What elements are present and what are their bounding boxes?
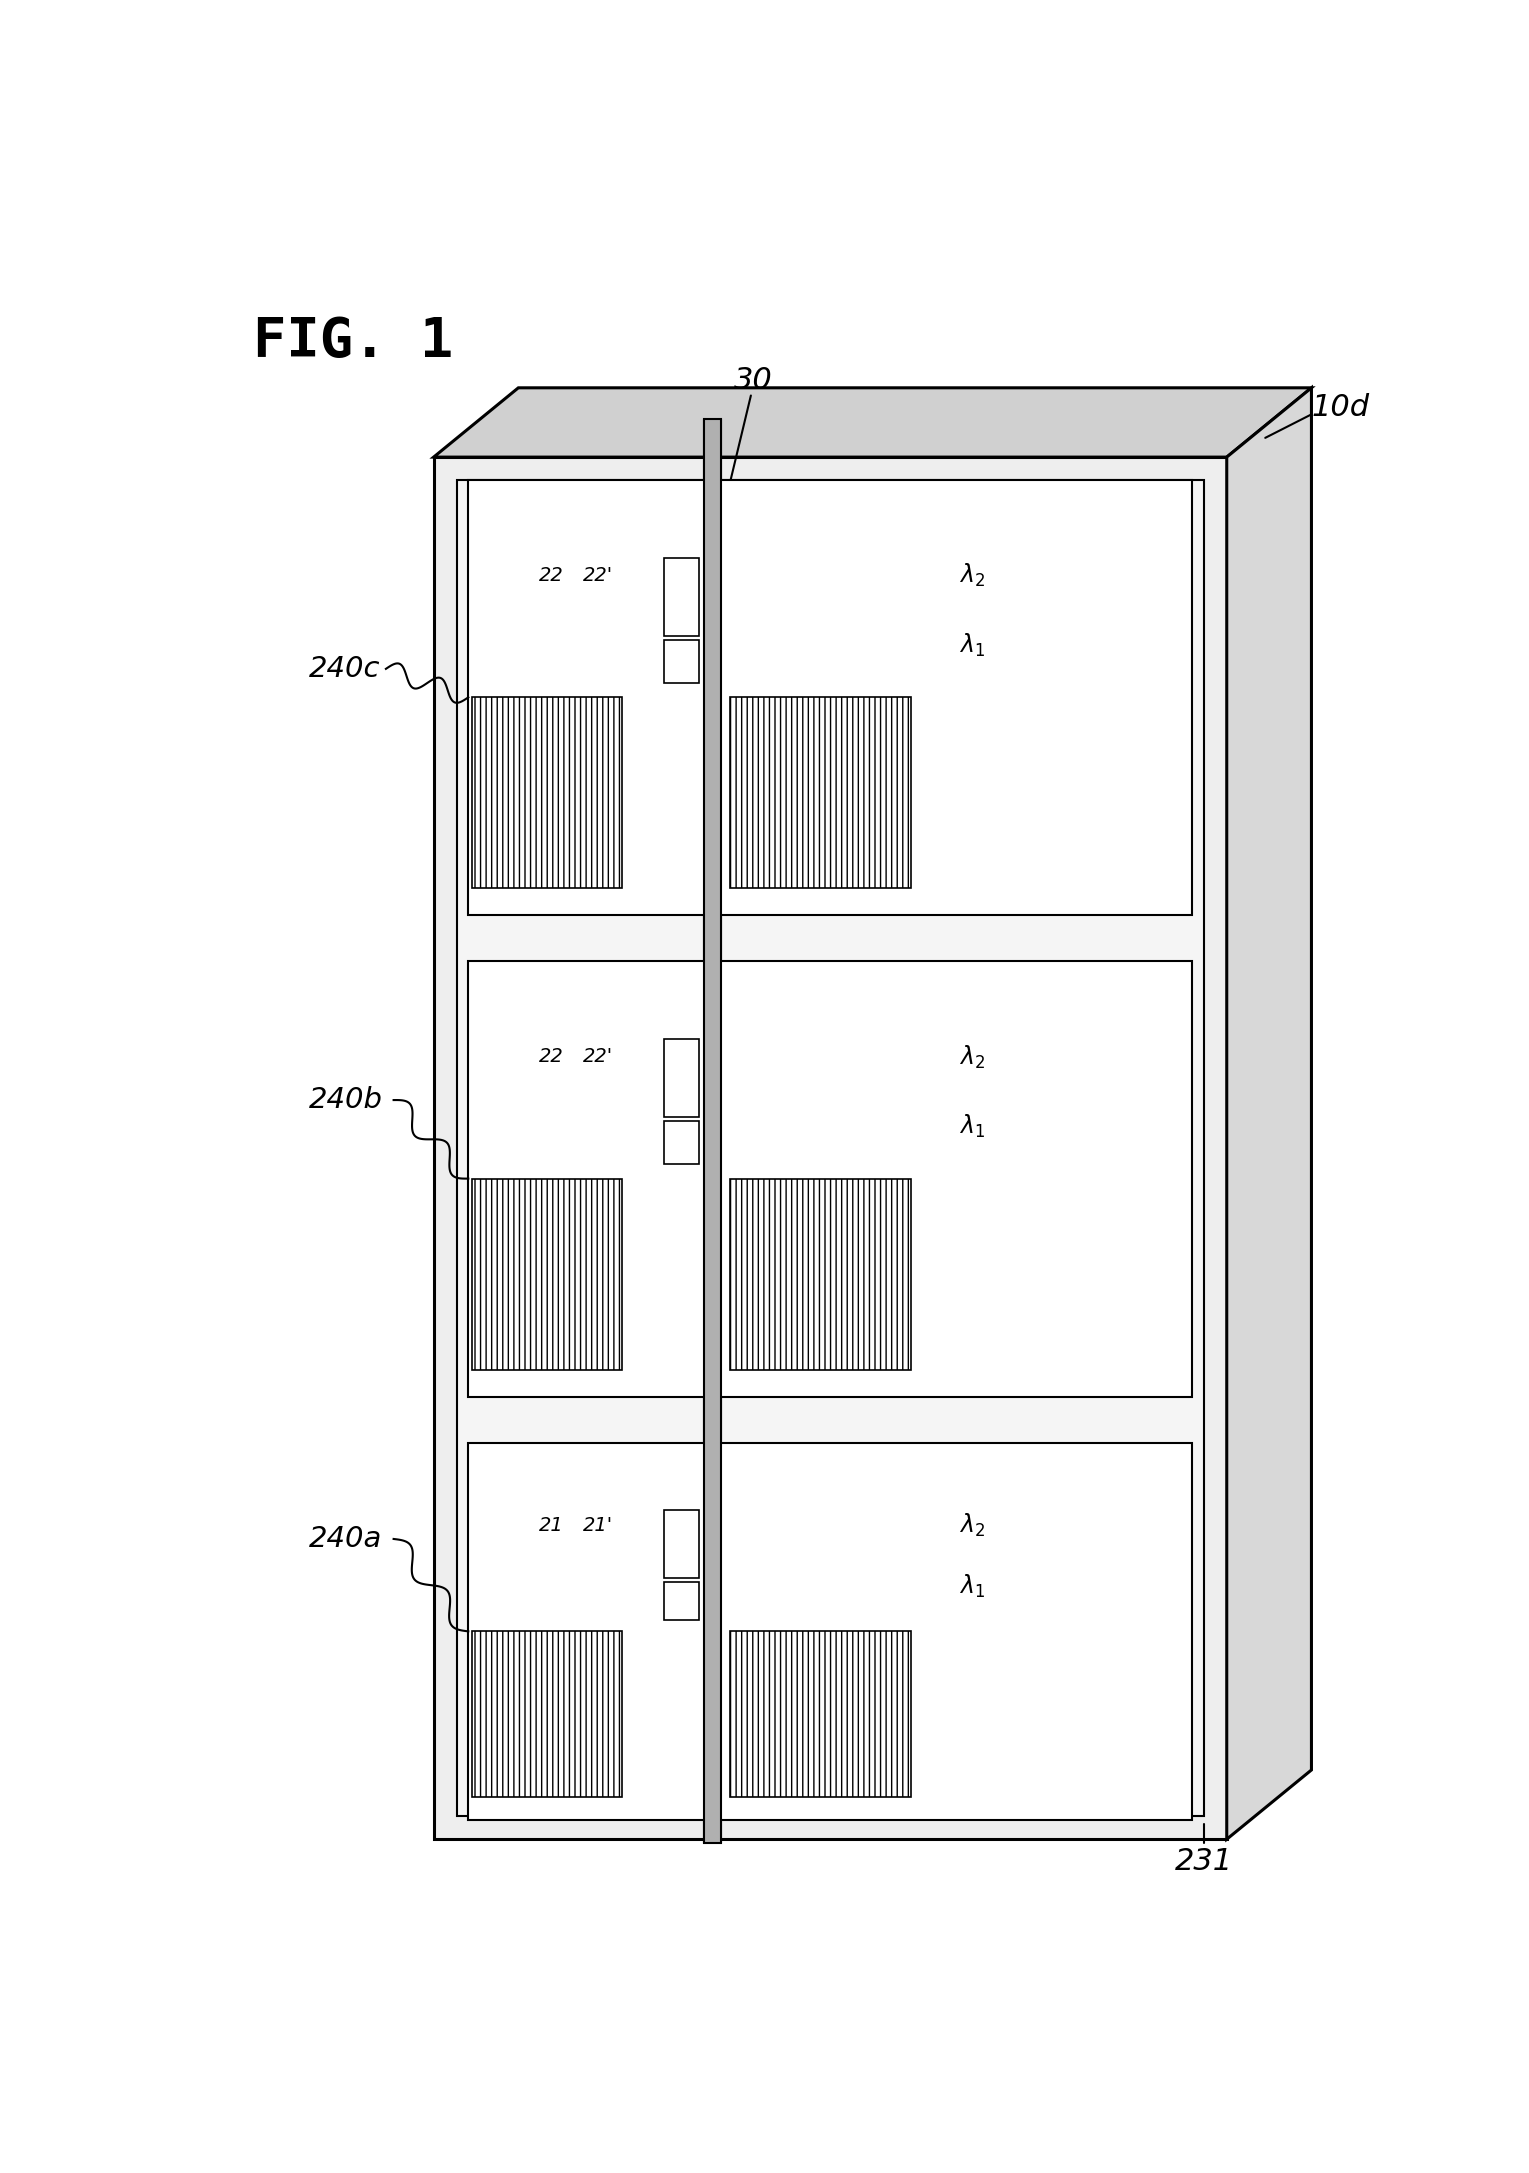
Bar bbox=[703, 419, 720, 1843]
Bar bbox=[664, 1510, 699, 1578]
Bar bbox=[664, 558, 699, 637]
Bar bbox=[472, 1178, 622, 1369]
Text: 22': 22' bbox=[583, 567, 613, 585]
Text: 240a: 240a bbox=[309, 1525, 382, 1554]
Text: 22: 22 bbox=[540, 1047, 564, 1067]
Bar bbox=[664, 1121, 699, 1165]
Text: $\lambda_2$: $\lambda_2$ bbox=[959, 1512, 985, 1538]
Bar bbox=[664, 639, 699, 682]
Bar bbox=[472, 1632, 622, 1797]
Text: 22: 22 bbox=[540, 567, 564, 585]
Text: $\lambda_1$: $\lambda_1$ bbox=[959, 1113, 985, 1141]
Bar bbox=[468, 960, 1193, 1397]
Text: $\lambda_2$: $\lambda_2$ bbox=[959, 1043, 985, 1071]
Text: 240c: 240c bbox=[309, 654, 381, 682]
Text: $\lambda_1$: $\lambda_1$ bbox=[959, 1573, 985, 1599]
Polygon shape bbox=[457, 480, 1203, 1817]
Polygon shape bbox=[434, 387, 1312, 456]
Text: $\lambda_1$: $\lambda_1$ bbox=[959, 632, 985, 658]
Bar bbox=[731, 1178, 911, 1369]
Text: 22': 22' bbox=[583, 1047, 613, 1067]
Polygon shape bbox=[434, 456, 1226, 1838]
Polygon shape bbox=[1226, 387, 1312, 1838]
Bar bbox=[468, 1443, 1193, 1821]
Text: 240b: 240b bbox=[309, 1086, 382, 1115]
Text: FIG. 1: FIG. 1 bbox=[252, 315, 453, 367]
Text: 21: 21 bbox=[540, 1515, 564, 1534]
Bar bbox=[472, 698, 622, 889]
Text: 231: 231 bbox=[1174, 1847, 1232, 1875]
Text: 10d: 10d bbox=[1312, 393, 1370, 422]
Bar bbox=[731, 698, 911, 889]
Text: $\lambda_2$: $\lambda_2$ bbox=[959, 563, 985, 589]
Text: 21': 21' bbox=[583, 1515, 613, 1534]
Text: 30: 30 bbox=[734, 365, 772, 395]
Bar bbox=[664, 1582, 699, 1619]
Bar bbox=[731, 1632, 911, 1797]
Bar bbox=[468, 480, 1193, 915]
Bar bbox=[664, 1039, 699, 1117]
